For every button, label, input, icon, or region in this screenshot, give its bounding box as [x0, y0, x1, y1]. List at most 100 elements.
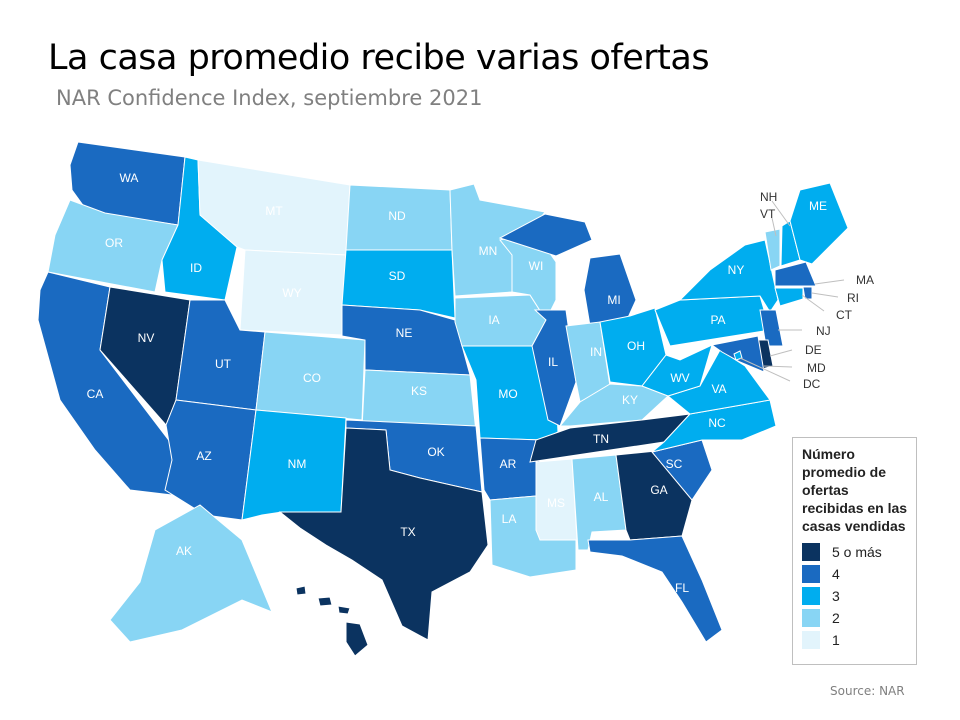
state-sd: [341, 249, 456, 319]
state-label-ak: AK: [176, 544, 192, 558]
state-label-md: MD: [807, 361, 826, 375]
page-title: La casa promedio recibe varias ofertas: [48, 38, 710, 78]
state-label-ga: GA: [650, 483, 667, 497]
legend-label: 5 o más: [832, 544, 882, 560]
state-mi: [583, 253, 637, 327]
state-label-id: ID: [190, 261, 202, 275]
state-label-fl: FL: [675, 581, 689, 595]
leader-line: [801, 294, 825, 312]
state-label-de: DE: [805, 343, 822, 357]
subtitle: NAR Confidence Index, septiembre 2021: [56, 86, 483, 110]
state-label-az: AZ: [196, 449, 211, 463]
state-label-ut: UT: [215, 357, 232, 371]
state-label-pa: PA: [710, 313, 725, 327]
state-label-sc: SC: [666, 457, 683, 471]
state-label-wy: WY: [282, 286, 301, 300]
state-ia: [454, 294, 547, 347]
state-label-dc: DC: [803, 377, 821, 391]
state-label-ma: MA: [856, 273, 874, 287]
state-label-ar: AR: [500, 457, 517, 471]
state-label-la: LA: [502, 512, 517, 526]
state-label-ny: NY: [728, 263, 745, 277]
state-label-nj: NJ: [816, 324, 831, 338]
leader-line: [811, 292, 839, 298]
state-label-va: VA: [711, 382, 726, 396]
legend-entry: 5 o más: [802, 541, 916, 563]
state-label-co: CO: [303, 371, 321, 385]
state-label-mi: MI: [607, 293, 620, 307]
state-label-in: IN: [590, 345, 602, 359]
legend-entry: 2: [802, 607, 916, 629]
leader-line: [763, 365, 793, 368]
state-label-ky: KY: [622, 393, 638, 407]
state-label-wa: WA: [120, 171, 139, 185]
state-hi: [317, 596, 333, 607]
state-label-il: IL: [548, 355, 558, 369]
leader-line: [814, 279, 845, 285]
state-label-vt: VT: [760, 207, 776, 221]
state-label-ne: NE: [396, 326, 413, 340]
state-label-sd: SD: [389, 269, 406, 283]
legend-title: Número promedio de ofertas recibidas en …: [802, 446, 908, 534]
legend-entry: 3: [802, 585, 916, 607]
state-nj: [759, 309, 784, 347]
state-label-ri: RI: [847, 291, 859, 305]
state-hi: [295, 585, 307, 596]
state-label-tn: TN: [593, 432, 609, 446]
state-label-wi: WI: [529, 259, 544, 273]
state-label-ks: KS: [411, 384, 427, 398]
state-label-mo: MO: [498, 387, 517, 401]
state-fl: [587, 535, 723, 643]
state-label-me: ME: [809, 199, 827, 213]
legend: Número promedio de ofertas recibidas en …: [792, 437, 917, 665]
state-label-ct: CT: [836, 308, 853, 322]
leader-line: [771, 200, 791, 227]
legend-swatch: [802, 543, 820, 561]
state-label-tx: TX: [400, 525, 415, 539]
state-label-ok: OK: [427, 445, 444, 459]
state-label-mt: MT: [265, 204, 283, 218]
state-dc: [733, 350, 743, 361]
state-ma: [774, 261, 817, 287]
state-label-hi: HI: [334, 629, 346, 643]
leader-line: [769, 349, 793, 357]
state-il: [531, 309, 577, 427]
source-note: Source: NAR: [830, 684, 905, 698]
legend-label: 2: [832, 610, 840, 626]
state-label-al: AL: [594, 490, 609, 504]
state-label-mn: MN: [479, 244, 498, 258]
legend-label: 3: [832, 588, 840, 604]
state-label-nc: NC: [708, 416, 726, 430]
legend-label: 1: [832, 632, 840, 648]
legend-swatch: [802, 587, 820, 605]
state-ms: [535, 458, 578, 541]
state-label-nv: NV: [138, 331, 155, 345]
state-label-nm: NM: [288, 457, 307, 471]
state-label-or: OR: [105, 236, 123, 250]
state-hi: [345, 621, 369, 657]
state-label-nd: ND: [388, 209, 406, 223]
state-label-ca: CA: [87, 387, 104, 401]
legend-entry: 1: [802, 629, 916, 651]
state-me: [789, 182, 849, 265]
legend-entry: 4: [802, 563, 916, 585]
leader-line: [739, 357, 791, 382]
legend-swatch: [802, 565, 820, 583]
state-label-nh: NH: [760, 190, 777, 204]
state-label-ia: IA: [488, 313, 499, 327]
legend-swatch: [802, 609, 820, 627]
state-label-wv: WV: [670, 371, 689, 385]
state-label-ms: MS: [547, 496, 565, 510]
state-or: [47, 199, 179, 293]
legend-label: 4: [832, 566, 840, 582]
state-hi: [337, 605, 351, 615]
state-label-oh: OH: [627, 339, 645, 353]
state-ri: [802, 286, 813, 300]
legend-swatch: [802, 631, 820, 649]
state-ct: [774, 287, 804, 307]
state-ak: [109, 504, 273, 643]
state-mi: [498, 213, 593, 257]
state-tx: [278, 427, 489, 641]
